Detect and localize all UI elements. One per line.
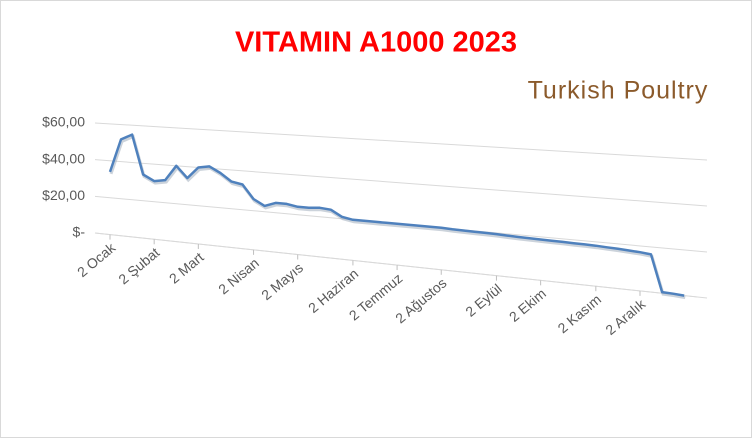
line <box>108 133 685 297</box>
y-tick-label: $40,00 <box>42 150 85 166</box>
x-axis <box>94 232 698 298</box>
grid-line <box>94 122 708 161</box>
watermark: Turkish Poultry <box>528 77 709 105</box>
y-tick-label: $60,00 <box>42 114 85 130</box>
chart-title: VITAMIN A1000 2023 <box>235 27 517 59</box>
y-tick-label: $- <box>73 224 86 240</box>
y-tick-label: $20,00 <box>42 187 85 203</box>
line-shadow <box>109 134 686 300</box>
